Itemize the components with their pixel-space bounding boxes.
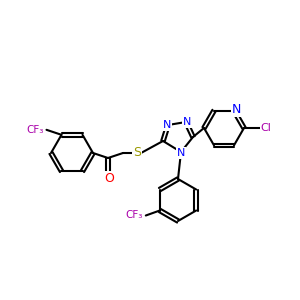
Text: CF₃: CF₃ <box>26 125 44 135</box>
Text: S: S <box>133 146 141 160</box>
Text: N: N <box>177 148 185 158</box>
Text: CF₃: CF₃ <box>125 211 143 220</box>
Text: N: N <box>231 103 241 116</box>
Text: N: N <box>163 120 171 130</box>
Text: O: O <box>104 172 114 184</box>
Text: Cl: Cl <box>261 123 272 133</box>
Text: N: N <box>183 117 191 127</box>
